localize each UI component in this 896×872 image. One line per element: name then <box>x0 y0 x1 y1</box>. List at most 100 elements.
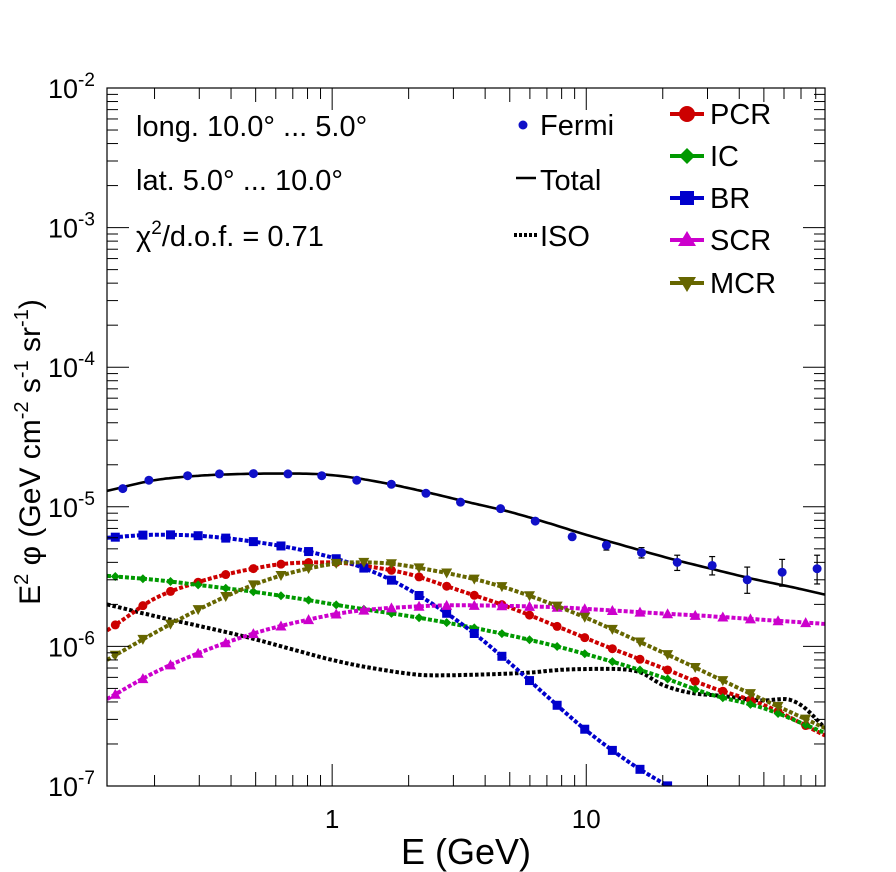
x-axis-label: E (GeV) <box>401 831 531 872</box>
y-tick-label-base: 10 <box>48 632 78 662</box>
marker-mcr <box>192 605 204 616</box>
marker-ic <box>663 674 673 684</box>
y-tick-label-exp: -5 <box>78 489 95 510</box>
marker-pcr <box>580 633 590 643</box>
marker-pcr <box>718 686 728 696</box>
marker-mcr <box>551 601 563 612</box>
marker-mcr <box>606 624 618 635</box>
y-tick-label-base: 10 <box>48 353 78 383</box>
fermi-point <box>456 497 466 507</box>
marker-ic <box>607 657 617 667</box>
marker-mcr <box>165 619 177 630</box>
fermi-points <box>118 469 822 594</box>
marker-mcr <box>662 650 674 661</box>
y-axis-label: E2 φ (GeV cm-2 s-1 sr-1) <box>11 299 47 605</box>
legend-scr-label: SCR <box>710 225 771 257</box>
marker-scr <box>772 615 784 626</box>
marker-ic <box>497 629 507 639</box>
marker-br <box>525 676 535 686</box>
marker-scr <box>137 673 149 684</box>
fermi-point <box>352 475 362 485</box>
y-tick-label-base: 10 <box>48 772 78 802</box>
marker-mcr <box>496 582 508 593</box>
marker-scr <box>496 600 508 611</box>
fermi-point <box>672 557 682 567</box>
fermi-point <box>118 484 128 494</box>
legend-ic-marker <box>679 148 695 164</box>
fermi-point <box>742 575 752 585</box>
legend-br-marker <box>680 191 694 205</box>
marker-mcr <box>330 558 342 569</box>
fermi-point <box>317 471 327 481</box>
marker-scr <box>303 614 315 625</box>
annotation-longitude: long. 10.0° ... 5.0° <box>136 111 367 143</box>
marker-ic <box>304 595 314 605</box>
marker-pcr <box>552 621 562 631</box>
marker-mcr <box>303 564 315 575</box>
marker-pcr <box>414 572 424 582</box>
marker-pcr <box>138 601 148 611</box>
marker-pcr <box>166 586 176 596</box>
y-tick-label: 10-7 <box>48 768 95 802</box>
legend-br: BR <box>670 183 750 215</box>
y-tick-label-exp: -3 <box>78 210 95 231</box>
marker-pcr <box>525 610 535 620</box>
legend-total: Total <box>516 165 601 197</box>
marker-ic <box>801 720 811 730</box>
legend-fermi: Fermi <box>518 110 614 142</box>
legend-iso: ISO <box>514 221 590 253</box>
marker-pcr <box>221 570 231 580</box>
marker-mcr <box>800 714 812 725</box>
marker-ic <box>331 600 341 610</box>
plot-frame <box>106 87 826 787</box>
legend-mcr-marker <box>678 277 696 292</box>
marker-scr <box>385 602 397 613</box>
marker-scr <box>330 608 342 619</box>
marker-br <box>552 700 562 710</box>
marker-ic <box>745 699 755 709</box>
marker-ic <box>414 613 424 623</box>
marker-mcr <box>275 571 287 582</box>
series-line-iso <box>107 602 825 730</box>
marker-ic <box>193 580 203 590</box>
fermi-point <box>386 479 396 489</box>
marker-pcr <box>469 590 479 600</box>
marker-br <box>331 554 341 564</box>
y-tick-label: 10-6 <box>48 628 95 662</box>
marker-mcr <box>358 557 370 568</box>
marker-mcr <box>247 580 259 591</box>
marker-scr <box>744 613 756 624</box>
series-markers-br <box>110 530 673 786</box>
marker-mcr <box>441 568 453 579</box>
marker-mcr <box>413 563 425 574</box>
marker-scr <box>358 604 370 615</box>
y-tick-label-exp: -2 <box>78 70 95 91</box>
marker-ic <box>718 693 728 703</box>
marker-br <box>497 651 507 661</box>
legend-fermi-marker <box>518 120 528 130</box>
legend-ic: IC <box>670 141 739 173</box>
marker-br <box>110 532 120 542</box>
marker-br <box>138 530 148 540</box>
marker-pcr <box>110 620 120 630</box>
marker-mcr <box>385 559 397 570</box>
marker-br <box>166 530 176 540</box>
marker-br <box>276 541 286 551</box>
marker-ic <box>635 665 645 675</box>
legend-fermi-label: Fermi <box>540 110 614 142</box>
legend-pcr-marker <box>679 106 695 122</box>
series-curves <box>107 472 825 786</box>
fermi-point <box>183 471 193 481</box>
marker-scr <box>413 600 425 611</box>
marker-scr <box>247 628 259 639</box>
fermi-point <box>707 560 717 570</box>
marker-br <box>221 533 231 543</box>
x-tick-label: 1 <box>325 804 339 834</box>
marker-scr <box>275 620 287 631</box>
marker-scr <box>165 659 177 670</box>
marker-scr <box>606 604 618 615</box>
series-markers-mcr <box>109 557 812 725</box>
fermi-point <box>283 469 293 479</box>
